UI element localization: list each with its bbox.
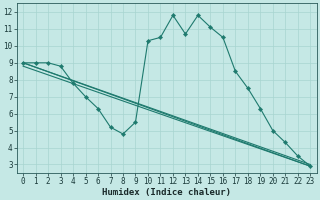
X-axis label: Humidex (Indice chaleur): Humidex (Indice chaleur): [102, 188, 231, 197]
